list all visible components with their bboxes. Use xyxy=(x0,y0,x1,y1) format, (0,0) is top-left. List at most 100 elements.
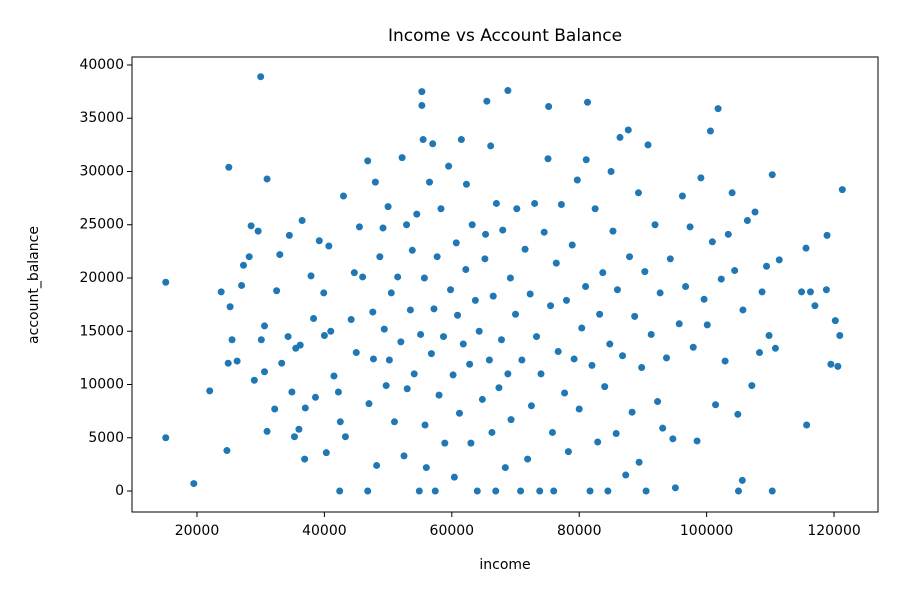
point xyxy=(552,259,560,267)
point xyxy=(599,269,607,277)
point xyxy=(263,427,271,435)
point xyxy=(635,458,643,466)
point xyxy=(288,388,296,396)
point xyxy=(644,141,652,149)
point xyxy=(591,205,599,213)
point xyxy=(823,231,831,239)
point xyxy=(450,473,458,481)
point xyxy=(382,382,390,390)
x-tick-label: 80000 xyxy=(557,523,602,539)
point xyxy=(284,333,292,341)
point xyxy=(775,256,783,264)
point xyxy=(656,289,664,297)
point xyxy=(492,199,500,207)
point xyxy=(568,241,576,249)
point xyxy=(714,105,722,113)
point xyxy=(278,359,286,367)
point xyxy=(524,455,532,463)
point xyxy=(380,325,388,333)
point xyxy=(586,487,594,495)
point xyxy=(449,371,457,379)
point xyxy=(325,242,333,250)
point xyxy=(518,356,526,364)
point xyxy=(609,227,617,235)
point xyxy=(575,405,583,413)
point xyxy=(254,227,262,235)
point xyxy=(834,362,842,370)
point xyxy=(403,221,411,229)
point xyxy=(247,222,255,230)
point xyxy=(675,320,683,328)
point xyxy=(466,360,474,368)
point xyxy=(622,471,630,479)
point xyxy=(659,424,667,432)
point xyxy=(447,286,455,294)
point xyxy=(315,237,323,245)
point xyxy=(245,253,253,261)
point xyxy=(364,487,372,495)
point xyxy=(596,310,604,318)
point xyxy=(806,288,814,296)
point xyxy=(728,189,736,197)
point xyxy=(410,370,418,378)
point xyxy=(570,355,578,363)
point xyxy=(506,274,514,282)
point xyxy=(271,405,279,413)
point xyxy=(666,255,674,263)
point xyxy=(437,205,445,213)
point xyxy=(397,338,405,346)
point xyxy=(455,409,463,417)
point xyxy=(654,398,662,406)
point xyxy=(497,336,505,344)
point xyxy=(223,447,231,455)
point xyxy=(512,310,520,318)
point xyxy=(756,349,764,357)
point xyxy=(693,437,701,445)
point xyxy=(347,316,355,324)
point xyxy=(489,292,497,300)
point xyxy=(751,208,759,216)
point xyxy=(838,186,846,194)
y-tick-label: 40000 xyxy=(79,57,124,73)
point xyxy=(217,288,225,296)
point xyxy=(433,253,441,261)
point xyxy=(327,327,335,335)
point xyxy=(616,133,624,141)
point xyxy=(441,439,449,447)
y-axis-label: account_balance xyxy=(26,226,42,344)
point xyxy=(811,302,819,310)
point xyxy=(311,393,319,401)
point xyxy=(365,400,373,408)
x-tick-label: 120000 xyxy=(807,523,860,539)
point xyxy=(662,354,670,362)
point xyxy=(467,439,475,447)
point xyxy=(768,487,776,495)
y-tick-label: 5000 xyxy=(88,430,124,446)
x-axis-label: income xyxy=(479,557,530,573)
point xyxy=(526,290,534,298)
point xyxy=(418,88,426,96)
point xyxy=(435,391,443,399)
point xyxy=(487,142,495,150)
point xyxy=(285,231,293,239)
x-tick-label: 60000 xyxy=(430,523,475,539)
point xyxy=(301,455,309,463)
point xyxy=(369,355,377,363)
point xyxy=(697,174,705,182)
point xyxy=(301,404,309,412)
point xyxy=(307,272,315,280)
point xyxy=(582,156,590,164)
point xyxy=(507,416,515,424)
point xyxy=(257,336,265,344)
point xyxy=(420,274,428,282)
point xyxy=(686,223,694,231)
point xyxy=(612,430,620,438)
point xyxy=(387,289,395,297)
point xyxy=(771,344,779,352)
y-tick-label: 30000 xyxy=(79,163,124,179)
point xyxy=(238,281,246,289)
point xyxy=(385,356,393,364)
point xyxy=(604,487,612,495)
